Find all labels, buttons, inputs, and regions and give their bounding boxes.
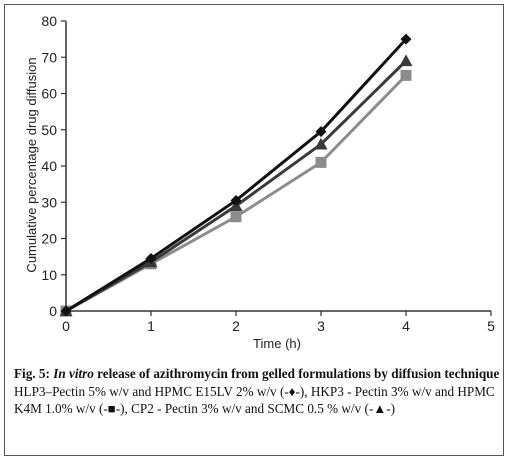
y-tick-label: 80 [41,13,57,29]
caption-label: Fig. 5: [14,366,50,381]
x-tick-label: 1 [147,318,155,334]
data-point-triangle [399,54,413,67]
x-tick-label: 4 [402,318,410,334]
series-line-diamond [65,38,408,313]
figure-frame [4,4,504,456]
line-chart: 0 10 20 30 40 50 60 70 80 0 1 2 3 4 5 Time (h) Cumulat… [24,13,495,351]
caption-title-italic: In vitro [53,366,94,381]
data-point-diamond [60,305,72,317]
y-tick-label: 30 [41,194,57,210]
x-tick-label: 2 [232,318,240,334]
chart-axes: 0 10 20 30 40 50 60 70 80 0 1 2 3 4 5 [41,13,495,334]
y-tick-label: 10 [41,267,57,283]
y-tick-label: 40 [41,158,57,174]
caption-title: release of azithromycin from gelled form… [97,366,500,381]
y-tick-label: 20 [41,231,57,247]
data-point-triangle [314,137,328,150]
y-tick-label: 50 [41,122,57,138]
series-line-triangle [65,59,408,313]
caption-legend-text: HLP3–Pectin 5% w/v and HPMC E15LV 2% w/v… [14,383,495,417]
x-axis-label: Time (h) [253,336,301,351]
chart-series [59,33,413,317]
y-tick-label: 0 [49,303,57,319]
data-point-square [400,69,412,81]
data-point-diamond [400,33,412,45]
figure-caption: Fig. 5: In vitro release of azithromycin… [14,365,500,418]
x-tick-label: 5 [487,318,495,334]
y-tick-label: 70 [41,49,57,65]
data-point-square [315,156,327,168]
data-point-diamond [315,126,327,138]
y-tick-label: 60 [41,86,57,102]
data-point-diamond [145,252,157,264]
x-tick-label: 0 [62,318,70,334]
x-tick-label: 3 [317,318,325,334]
data-point-square [230,211,242,223]
y-axis-label: Cumulative percentage drug diffusion [24,57,39,272]
data-point-diamond [230,194,242,206]
